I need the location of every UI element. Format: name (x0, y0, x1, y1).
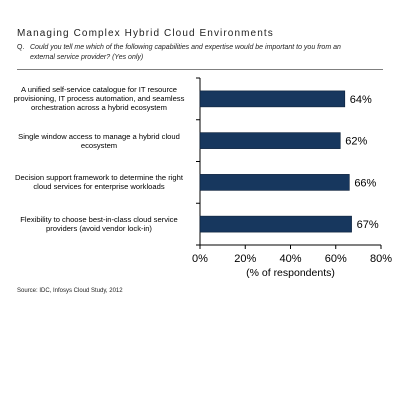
value-label: 64% (350, 94, 372, 106)
source-note: Source: IDC, Infosys Cloud Study, 2012 (17, 288, 123, 294)
category-label: Decision support framework to determine … (15, 173, 183, 192)
value-label: 67% (357, 219, 379, 231)
value-label: 66% (354, 177, 376, 189)
bar (199, 174, 350, 191)
survey-question: Q. Could you tell me which of the follow… (17, 43, 347, 63)
x-axis-label: (% of respondents) (246, 267, 335, 279)
category-label: Flexibility to choose best-in-class clou… (20, 215, 178, 234)
question-prefix: Q. (17, 44, 25, 51)
bar (199, 215, 352, 233)
x-tick-label: 0% (192, 253, 208, 265)
x-tick-label: 20% (234, 253, 256, 265)
category-label: Single window access to manage a hybrid … (18, 131, 180, 150)
chart-title: Managing Complex Hybrid Cloud Environmen… (17, 28, 274, 39)
x-tick-label: 80% (370, 253, 392, 265)
value-label: 62% (345, 136, 367, 148)
category-label: A unified self-service catalogue for IT … (13, 85, 185, 113)
question-text: Could you tell me which of the following… (30, 44, 341, 61)
bar (199, 90, 346, 108)
x-tick-label: 60% (325, 253, 347, 265)
x-tick-label: 40% (279, 253, 301, 265)
bar (199, 132, 341, 149)
header-divider (17, 69, 383, 70)
